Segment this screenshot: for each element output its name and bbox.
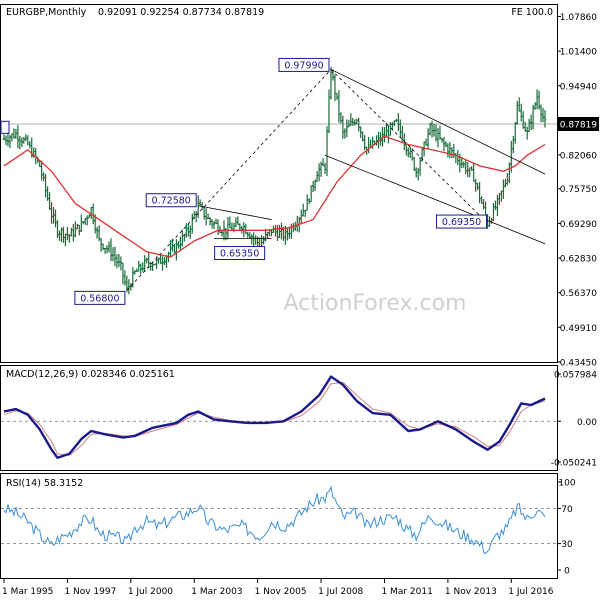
price-tick-label: 0.49910 bbox=[560, 324, 597, 334]
price-tick-label: 0.62830 bbox=[560, 255, 597, 265]
annotation-label: 0.65350 bbox=[220, 249, 259, 260]
price-tick-label: 1.01400 bbox=[560, 48, 597, 58]
annotation-box bbox=[436, 214, 488, 229]
price-tick-label: 0.56370 bbox=[560, 289, 597, 299]
price-tick-label: 0.69290 bbox=[560, 220, 597, 230]
annotation-label: 0.56800 bbox=[80, 293, 119, 304]
macd-panel-frame bbox=[0, 365, 558, 471]
dashed-trendline bbox=[126, 69, 332, 291]
price-plot: 0.97990 0.72580 0.65350 0.56800 0.69350 bbox=[0, 57, 557, 305]
time-tick-label: 1 Jul 2008 bbox=[318, 587, 363, 597]
annotation-box bbox=[74, 290, 126, 305]
dashed-trendline bbox=[330, 69, 488, 224]
symbol-label: EURGBP,Monthly bbox=[6, 7, 87, 18]
price-annotation: 0.65350 bbox=[214, 246, 266, 261]
time-tick-label: 1 Nov 1997 bbox=[64, 587, 116, 597]
time-tick-label: 1 Jul 2000 bbox=[128, 587, 173, 597]
annotation-box bbox=[145, 193, 197, 208]
rsi-panel-frame bbox=[0, 473, 558, 579]
time-tick-label: 1 Nov 2005 bbox=[255, 587, 307, 597]
price-tick-label: 0.82060 bbox=[560, 151, 597, 161]
price-annotation: 0.56800 bbox=[74, 290, 126, 305]
watermark: ActionForex.com bbox=[284, 291, 467, 316]
time-axis: 1 Mar 1995 1 Nov 1997 1 Jul 2000 1 Mar 2003… bbox=[2, 578, 554, 597]
price-tick-label: 0.94940 bbox=[560, 82, 597, 92]
price-annotation: 0.97990 bbox=[278, 57, 330, 72]
time-tick-label: 1 Mar 2003 bbox=[191, 587, 242, 597]
macd-plot: MACD(12,26,9) 0.028346 0.025161 0.057984 0… bbox=[1, 369, 597, 469]
price-panel-frame bbox=[0, 4, 558, 363]
rsi-tick-label: 30 bbox=[561, 540, 573, 550]
price-y-axis: 1.078601.014000.949400.884800.820600.757… bbox=[557, 13, 599, 369]
macd-tick-label: 0.057984 bbox=[554, 371, 597, 381]
rsi-title: RSI(14) 58.3152 bbox=[6, 478, 83, 489]
current-price-label: 0.87819 bbox=[560, 120, 597, 130]
edge-annotation-box bbox=[0, 120, 10, 134]
annotation-label: 0.72580 bbox=[152, 196, 191, 207]
time-tick-label: 1 Nov 2013 bbox=[445, 587, 497, 597]
time-tick-label: 1 Mar 2011 bbox=[381, 587, 432, 597]
ohlc-bar bbox=[543, 110, 547, 128]
time-tick-label: 1 Mar 1995 bbox=[2, 587, 53, 597]
price-annotation: 0.69350 bbox=[436, 214, 488, 229]
macd-title: MACD(12,26,9) 0.028346 0.025161 bbox=[6, 369, 175, 380]
macd-line bbox=[3, 375, 546, 459]
current-price-badge bbox=[558, 116, 599, 131]
sma-line bbox=[3, 135, 546, 258]
price-tick-label: 0.75750 bbox=[560, 185, 597, 195]
annotation-label: 0.69350 bbox=[442, 217, 481, 228]
macd-tick-label: -0.050241 bbox=[551, 459, 597, 469]
rsi-tick-label: 70 bbox=[561, 505, 573, 515]
fe-label: FE 100.0 bbox=[511, 7, 553, 18]
price-tick-label: 1.07860 bbox=[560, 13, 597, 23]
macd-tick-label: 0.00 bbox=[577, 418, 597, 428]
annotation-box bbox=[214, 246, 266, 261]
channel-trendline bbox=[330, 69, 546, 175]
rsi-line bbox=[3, 485, 546, 555]
annotation-box bbox=[278, 57, 330, 72]
time-tick-label: 1 Jul 2016 bbox=[508, 587, 553, 597]
annotation-label: 0.97990 bbox=[284, 60, 323, 71]
price-tick-label: 0.43450 bbox=[560, 359, 597, 369]
rsi-tick-label: 0 bbox=[564, 567, 570, 577]
channel-trendline bbox=[324, 154, 546, 245]
rsi-plot: RSI(14) 58.3152 100 70 30 0 bbox=[1, 478, 576, 577]
ohlc-values: 0.92091 0.92254 0.87734 0.87819 bbox=[98, 7, 264, 18]
rsi-tick-label: 100 bbox=[558, 479, 575, 489]
triangle-trendline bbox=[198, 205, 272, 220]
price-annotation: 0.72580 bbox=[145, 193, 197, 208]
